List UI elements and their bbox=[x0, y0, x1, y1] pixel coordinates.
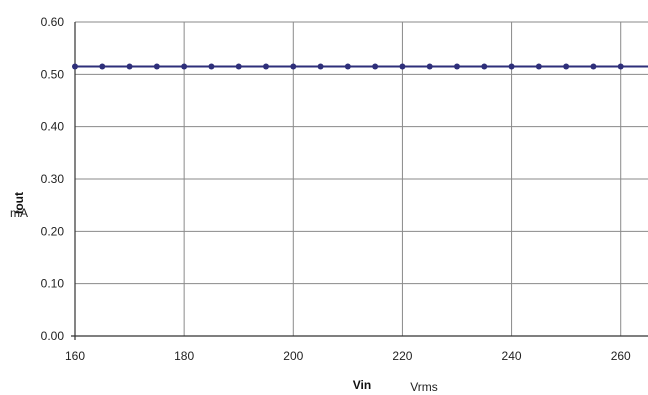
y-axis-title: Iout bbox=[12, 192, 26, 214]
data-point bbox=[563, 63, 570, 70]
data-point bbox=[454, 63, 460, 70]
data-point bbox=[235, 63, 242, 70]
data-point bbox=[181, 63, 188, 70]
data-point bbox=[535, 63, 542, 70]
y-tick-label: 0.30 bbox=[41, 172, 65, 186]
data-point bbox=[72, 63, 78, 70]
series bbox=[72, 63, 648, 70]
tick-labels: 0.00 0.10 0.20 0.30 0.40 0.50 0.60 160 180 200 220… bbox=[41, 15, 631, 363]
x-tick-label: 260 bbox=[611, 349, 631, 363]
data-point bbox=[126, 63, 133, 70]
x-tick-label: 160 bbox=[65, 349, 85, 363]
data-point bbox=[290, 63, 297, 70]
data-point bbox=[263, 63, 269, 70]
data-point bbox=[153, 63, 160, 70]
y-tick-label: 0.20 bbox=[41, 224, 65, 238]
data-point bbox=[399, 63, 406, 70]
x-tick-label: 240 bbox=[502, 349, 522, 363]
grid bbox=[75, 21, 648, 337]
data-point bbox=[372, 63, 379, 70]
data-point bbox=[590, 63, 597, 70]
data-point bbox=[317, 63, 324, 70]
y-tick-label: 0.40 bbox=[41, 120, 65, 134]
data-point bbox=[508, 63, 515, 70]
data-point bbox=[99, 63, 106, 70]
y-tick-label: 0.00 bbox=[41, 329, 65, 343]
y-axis-unit: mA bbox=[10, 206, 28, 220]
data-point bbox=[426, 63, 433, 70]
x-axis-title: Vin bbox=[353, 378, 371, 392]
x-tick-label: 200 bbox=[283, 349, 303, 363]
x-tick-label: 180 bbox=[174, 349, 194, 363]
axes bbox=[71, 22, 648, 340]
data-point bbox=[481, 63, 488, 70]
y-tick-label: 0.50 bbox=[41, 67, 65, 81]
y-tick-label: 0.10 bbox=[41, 277, 65, 291]
data-point bbox=[617, 63, 624, 70]
x-tick-label: 220 bbox=[392, 349, 412, 363]
y-tick-label: 0.60 bbox=[41, 15, 65, 29]
x-axis-unit: Vrms bbox=[410, 380, 438, 394]
data-point bbox=[344, 63, 351, 70]
data-point bbox=[208, 63, 215, 70]
